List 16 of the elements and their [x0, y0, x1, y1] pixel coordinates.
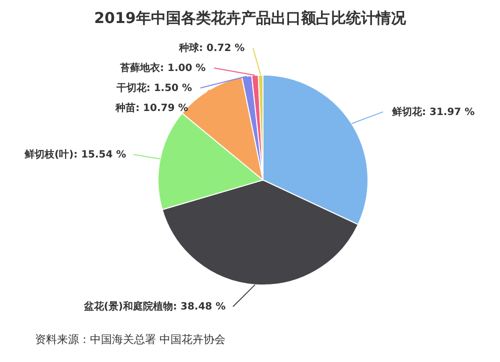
- text: 资料来源：中国海关总署 中国花卉协会: [35, 333, 226, 346]
- slice-label: 鲜切枝(叶): [23, 148, 74, 160]
- slice-label: 种球: [178, 42, 200, 54]
- chart-title: 2019年中国各类花卉产品出口额占比统计情况: [94, 9, 407, 27]
- slice-label: 种苗: [114, 102, 136, 114]
- data-label: : 38.48 %: [173, 302, 226, 313]
- slice-label: 苔藓地衣: [119, 62, 161, 74]
- data-label: : 0.72 %: [199, 43, 245, 54]
- data-label: : 10.79 %: [136, 103, 188, 114]
- data-label: : 15.54 %: [74, 149, 126, 160]
- data-label: : 1.50 %: [146, 83, 192, 94]
- slice-label: 盆花(景)和庭院植物: [82, 300, 173, 313]
- slice-label: 干切花: [115, 82, 148, 94]
- slice-label: 鲜切花: [391, 106, 423, 118]
- data-label: : 1.00 %: [160, 63, 206, 74]
- data-label: : 31.97 %: [422, 106, 475, 118]
